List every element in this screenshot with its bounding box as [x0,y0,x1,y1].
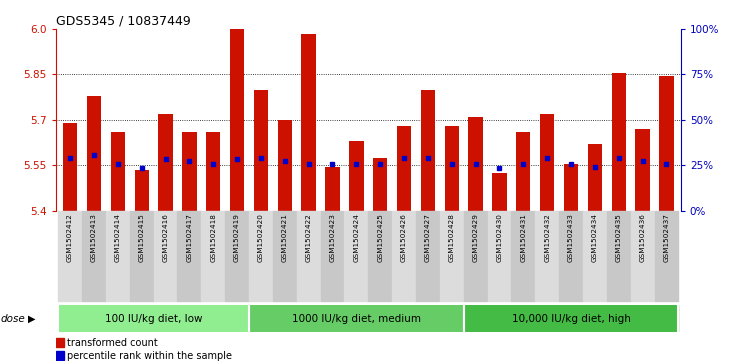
Bar [440,211,464,301]
Bar [349,141,364,211]
Text: 10,000 IU/kg diet, high: 10,000 IU/kg diet, high [512,314,630,323]
Text: GSM1502414: GSM1502414 [115,213,121,262]
Text: GSM1502425: GSM1502425 [377,213,383,262]
Text: GDS5345 / 10837449: GDS5345 / 10837449 [56,15,190,28]
Bar [535,211,559,301]
Bar [56,338,64,347]
Bar [607,211,631,301]
Bar [635,129,650,211]
Bar [254,90,268,211]
Bar [612,73,626,211]
Bar [588,144,602,211]
Bar [230,29,244,211]
Bar [297,211,321,301]
Text: GSM1502413: GSM1502413 [91,213,97,262]
Bar [202,211,225,301]
Text: GSM1502420: GSM1502420 [258,213,264,262]
Text: GSM1502415: GSM1502415 [138,213,144,262]
Text: GSM1502433: GSM1502433 [568,213,574,262]
Text: GSM1502430: GSM1502430 [496,213,502,262]
Bar [464,211,487,301]
Bar [178,211,202,301]
Text: GSM1502421: GSM1502421 [282,213,288,262]
Text: GSM1502428: GSM1502428 [449,213,455,262]
Text: percentile rank within the sample: percentile rank within the sample [67,351,232,360]
Text: 1000 IU/kg diet, medium: 1000 IU/kg diet, medium [292,314,421,323]
Bar [487,211,511,301]
Bar [249,211,273,301]
Text: GSM1502427: GSM1502427 [425,213,431,262]
Bar [631,211,655,301]
Text: GSM1502422: GSM1502422 [306,213,312,262]
Bar [564,164,578,211]
Bar [493,173,507,211]
Bar [129,211,153,301]
Text: GSM1502418: GSM1502418 [211,213,217,262]
Text: GSM1502431: GSM1502431 [520,213,526,262]
Bar [540,114,554,211]
Text: GSM1502416: GSM1502416 [162,213,169,262]
Bar [397,126,411,211]
Text: GSM1502437: GSM1502437 [664,213,670,262]
Bar [301,33,315,211]
Bar [58,211,82,301]
Bar [135,170,149,211]
Bar [153,211,178,301]
Text: dose: dose [1,314,25,323]
Bar [368,211,392,301]
Bar [516,132,530,211]
Bar [583,211,607,301]
Bar [106,211,129,301]
Bar [325,167,340,211]
Bar [421,90,435,211]
Text: GSM1502419: GSM1502419 [234,213,240,262]
Bar [659,76,673,211]
Text: GSM1502423: GSM1502423 [330,213,336,262]
Bar [87,95,101,211]
Text: GSM1502432: GSM1502432 [544,213,550,262]
Bar [464,305,679,332]
Bar [63,123,77,211]
Bar [559,211,583,301]
Bar [321,211,344,301]
Text: ▶: ▶ [28,314,36,323]
Text: GSM1502424: GSM1502424 [353,213,359,262]
Text: GSM1502436: GSM1502436 [640,213,646,262]
Bar [182,132,196,211]
Bar [416,211,440,301]
Bar [273,211,297,301]
Text: GSM1502426: GSM1502426 [401,213,407,262]
Bar [206,132,220,211]
Text: GSM1502434: GSM1502434 [592,213,598,262]
Bar [158,114,173,211]
Bar [373,158,388,211]
Text: GSM1502435: GSM1502435 [616,213,622,262]
Bar [56,351,64,360]
Bar [278,120,292,211]
Text: GSM1502412: GSM1502412 [67,213,73,262]
Text: 100 IU/kg diet, low: 100 IU/kg diet, low [105,314,202,323]
Bar [111,132,125,211]
Bar [445,126,459,211]
Text: GSM1502429: GSM1502429 [472,213,478,262]
Text: GSM1502417: GSM1502417 [187,213,193,262]
Bar [249,305,464,332]
Bar [392,211,416,301]
Bar [225,211,249,301]
Bar [344,211,368,301]
Bar [511,211,535,301]
Bar [82,211,106,301]
Bar [655,211,679,301]
Bar [58,305,249,332]
Bar [469,117,483,211]
Text: transformed count: transformed count [67,338,158,348]
